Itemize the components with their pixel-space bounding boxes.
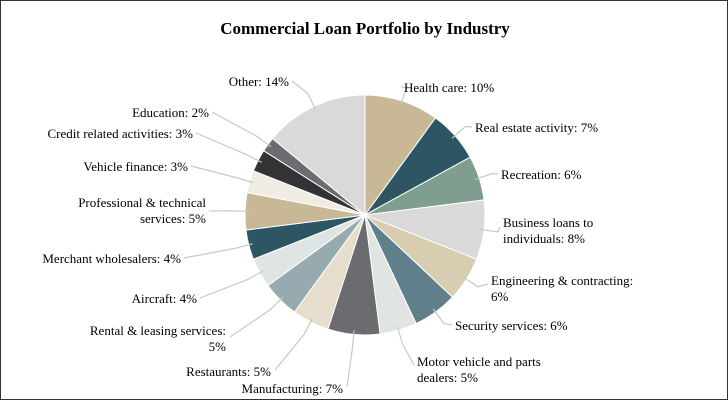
leader-line <box>190 165 254 184</box>
slice-label: Aircraft: 4% <box>132 291 198 306</box>
slice-label-line: individuals: 8% <box>503 231 585 246</box>
leader-line <box>475 172 499 180</box>
leader-line <box>346 330 355 388</box>
slice-label-line: Health care: 10% <box>404 80 494 95</box>
slice-label-line: dealers: 5% <box>417 370 478 385</box>
slice-label: Business loans to individuals: 8% <box>503 215 593 246</box>
slice-label: Credit related activities: 3% <box>48 126 194 141</box>
slice-label-line: Recreation: 6% <box>501 167 582 182</box>
leader-line <box>396 326 415 366</box>
leader-line <box>462 276 489 288</box>
slice-label: Manufacturing: 7% <box>242 381 344 396</box>
slice-label-line: Vehicle finance: 3% <box>83 159 188 174</box>
leader-line <box>208 210 250 212</box>
slice-label-line: Real estate activity: 7% <box>475 120 598 135</box>
slice-label: Recreation: 6% <box>501 167 582 182</box>
slice-label: Restaurants: 5% <box>186 364 271 379</box>
slice-label-line: Motor vehicle and parts <box>417 354 541 369</box>
slice-label: Education: 2% <box>132 105 209 120</box>
slice-label: Vehicle finance: 3% <box>83 159 188 174</box>
leader-line <box>199 270 264 299</box>
leader-line <box>211 111 272 148</box>
slice-label-line: Aircraft: 4% <box>132 291 198 306</box>
slice-label: Rental & leasing services: 5% <box>90 323 226 354</box>
leader-line <box>183 243 253 259</box>
leader-line <box>400 86 408 105</box>
slice-label-line: 6% <box>491 289 509 304</box>
leader-line <box>274 318 313 371</box>
slice-label-line: Engineering & contracting: <box>491 273 633 288</box>
slice-label-line: Restaurants: 5% <box>186 364 271 379</box>
slice-label: Engineering & contracting: 6% <box>491 273 633 304</box>
slice-label: Other: 14% <box>229 74 289 89</box>
leader-line <box>480 226 501 233</box>
slice-label-line: services: 5% <box>140 211 206 226</box>
slice-label-line: Manufacturing: 7% <box>242 381 344 396</box>
slice-label-line: Business loans to <box>503 215 593 230</box>
leader-line <box>291 80 317 111</box>
leader-line <box>195 132 262 163</box>
slice-label: Real estate activity: 7% <box>475 120 598 135</box>
slice-label-line: Merchant wholesalers: 4% <box>42 251 181 266</box>
slice-label-line: Professional & technical <box>78 195 206 210</box>
leader-line <box>229 296 284 338</box>
slice-label: Merchant wholesalers: 4% <box>42 251 181 266</box>
slice-label-line: 5% <box>209 339 227 354</box>
slice-label-line: Education: 2% <box>132 105 209 120</box>
leader-line <box>432 308 453 326</box>
slice-label-line: Other: 14% <box>229 74 289 89</box>
slice-label-line: Credit related activities: 3% <box>48 126 194 141</box>
slice-label: Security services: 6% <box>455 318 568 333</box>
slice-label: Health care: 10% <box>404 80 494 95</box>
slice-label: Professional & technical services: 5% <box>78 195 206 226</box>
slice-label-line: Rental & leasing services: <box>90 323 226 338</box>
leader-line <box>451 125 473 139</box>
slice-label-line: Security services: 6% <box>455 318 568 333</box>
chart-title: Commercial Loan Portfolio by Industry <box>220 19 510 38</box>
slice-label: Motor vehicle and parts dealers: 5% <box>417 354 541 385</box>
